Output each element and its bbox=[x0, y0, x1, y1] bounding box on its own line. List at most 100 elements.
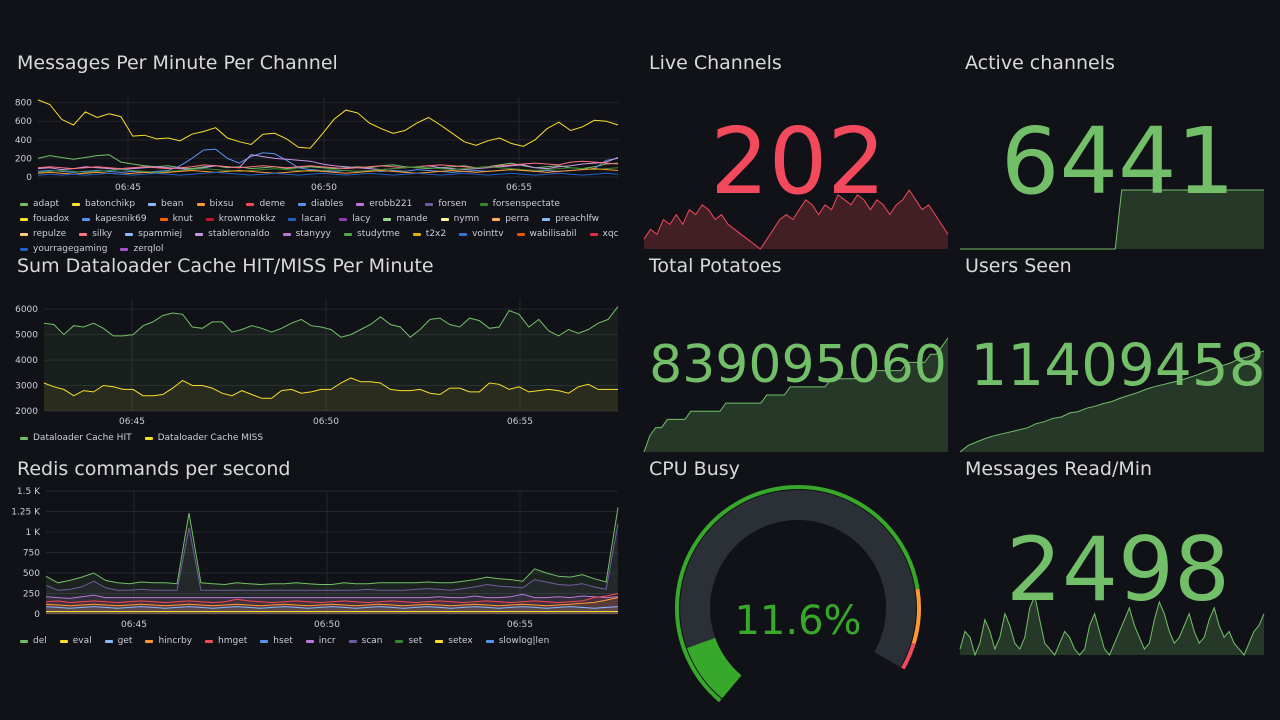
legend: adapt batonchikp bean bixsu deme diables erobb… bbox=[20, 199, 620, 254]
legend-item[interactable]: repulze bbox=[20, 229, 66, 239]
legend-item[interactable]: t2x2 bbox=[412, 229, 446, 239]
stat-value: 6441 bbox=[1000, 108, 1236, 215]
panel-messages-read: Messages Read/Min 2498 bbox=[956, 406, 1280, 657]
legend-item[interactable]: bean bbox=[148, 199, 184, 209]
legend-item[interactable]: scan bbox=[348, 636, 382, 646]
legend-swatch bbox=[104, 639, 113, 643]
panel-title[interactable]: Live Channels bbox=[649, 52, 782, 74]
gauge-threshold bbox=[901, 642, 916, 670]
series-line-hincrby bbox=[45, 597, 619, 607]
legend-label: wabilisabil bbox=[529, 229, 577, 239]
legend-item[interactable]: forsenspectate bbox=[479, 199, 560, 209]
legend-swatch bbox=[79, 232, 88, 236]
legend-item[interactable]: stanyyy bbox=[282, 229, 331, 239]
legend-item[interactable]: hset bbox=[260, 636, 293, 646]
legend-item[interactable]: Dataloader Cache MISS bbox=[144, 433, 264, 443]
legend-label: repulze bbox=[33, 229, 67, 239]
legend-item[interactable]: hincrby bbox=[145, 636, 192, 646]
panel-title[interactable]: Redis commands per second bbox=[17, 458, 291, 480]
legend-item[interactable]: Dataloader Cache HIT bbox=[20, 433, 132, 443]
panel-title[interactable]: Active channels bbox=[965, 52, 1115, 74]
redis-chart[interactable]: 0 250 500 750 1 K 1.25 K 1.5 K 06:45 06:50 06:55 bbox=[0, 406, 640, 656]
legend-item[interactable]: diables bbox=[298, 199, 343, 209]
legend-swatch bbox=[260, 639, 269, 643]
legend-item[interactable]: perra bbox=[492, 214, 529, 224]
y-tick-label: 1.5 K bbox=[17, 487, 41, 497]
panel-title[interactable]: Total Potatoes bbox=[649, 255, 782, 277]
legend-label: lacari bbox=[301, 214, 327, 224]
legend-swatch bbox=[159, 217, 168, 221]
legend-item[interactable]: del bbox=[20, 636, 47, 646]
sparkline-area bbox=[960, 190, 1264, 249]
legend-item[interactable]: lacy bbox=[339, 214, 370, 224]
legend-label: Dataloader Cache HIT bbox=[33, 433, 132, 443]
legend-item[interactable]: preachlfw bbox=[542, 214, 599, 224]
legend-item[interactable]: incr bbox=[305, 636, 336, 646]
legend-item[interactable]: stableronaldo bbox=[195, 229, 270, 239]
legend-item[interactable]: fouadox bbox=[20, 214, 69, 224]
legend-item[interactable]: knut bbox=[159, 214, 193, 224]
legend-label: slowlog|len bbox=[498, 636, 550, 646]
legend-label: forsen bbox=[438, 199, 467, 209]
legend-item[interactable]: deme bbox=[246, 199, 285, 209]
legend-label: yourragegaming bbox=[33, 244, 108, 254]
legend-item[interactable]: nymn bbox=[440, 214, 479, 224]
legend-item[interactable]: adapt bbox=[20, 199, 59, 209]
legend-item[interactable]: zerqlol bbox=[120, 244, 164, 254]
panel-title[interactable]: Messages Read/Min bbox=[965, 458, 1153, 480]
legend-swatch bbox=[425, 202, 434, 206]
legend-label: batonchikp bbox=[85, 199, 136, 209]
legend-swatch bbox=[144, 436, 153, 440]
legend-label: Dataloader Cache MISS bbox=[157, 433, 264, 443]
legend-label: del bbox=[33, 636, 47, 646]
panel-title[interactable]: Sum Dataloader Cache HIT/MISS Per Minute bbox=[17, 255, 434, 277]
y-tick-label: 5000 bbox=[15, 331, 38, 341]
legend-swatch bbox=[440, 217, 449, 221]
legend-swatch bbox=[120, 247, 129, 251]
panel-title[interactable]: CPU Busy bbox=[649, 458, 740, 480]
legend-item[interactable]: eval bbox=[59, 636, 92, 646]
legend-item[interactable]: spammiej bbox=[125, 229, 182, 239]
legend-item[interactable]: studytme bbox=[344, 229, 400, 239]
legend-item[interactable]: hmget bbox=[205, 636, 247, 646]
legend-item[interactable]: bixsu bbox=[196, 199, 234, 209]
legend-item[interactable]: get bbox=[104, 636, 132, 646]
legend: del eval get hincrby hmget hset incr scan set set… bbox=[20, 636, 620, 646]
legend-item[interactable]: forsen bbox=[425, 199, 467, 209]
legend-swatch bbox=[82, 217, 91, 221]
gauge-threshold bbox=[675, 485, 920, 703]
legend-item[interactable]: silky bbox=[79, 229, 112, 239]
dataloader-chart[interactable]: 2000 3000 4000 5000 6000 06:45 06:50 06:55 bbox=[0, 203, 640, 453]
legend-item[interactable]: yourragegaming bbox=[20, 244, 107, 254]
y-tick-label: 250 bbox=[23, 590, 40, 600]
legend-item[interactable]: batonchikp bbox=[72, 199, 135, 209]
sparkline bbox=[959, 594, 1265, 657]
legend-label: bixsu bbox=[209, 199, 234, 209]
cpu-gauge bbox=[675, 485, 921, 703]
panel-title[interactable]: Messages Per Minute Per Channel bbox=[17, 52, 338, 74]
series-line-del bbox=[45, 507, 619, 586]
legend-item[interactable]: slowlog|len bbox=[485, 636, 550, 646]
x-tick-label: 06:45 bbox=[115, 183, 141, 193]
legend-swatch bbox=[20, 247, 28, 251]
sparkline-line bbox=[960, 189, 1264, 250]
legend-item[interactable]: vointtv bbox=[459, 229, 504, 239]
series-area bbox=[46, 611, 618, 614]
x-tick-label: 06:55 bbox=[506, 183, 532, 193]
legend-item[interactable]: kapesnik69 bbox=[82, 214, 147, 224]
sparkline-area bbox=[960, 596, 1264, 655]
legend-item[interactable]: xqc bbox=[589, 229, 619, 239]
series-line-batonchikp bbox=[37, 99, 619, 149]
legend-item[interactable]: set bbox=[395, 636, 422, 646]
legend-swatch bbox=[516, 232, 525, 236]
legend-item[interactable]: erobb221 bbox=[356, 199, 412, 209]
legend-item[interactable]: setex bbox=[435, 636, 473, 646]
legend-item[interactable]: krownmokkz bbox=[205, 214, 275, 224]
legend-item[interactable]: mande bbox=[383, 214, 428, 224]
legend-item[interactable]: wabilisabil bbox=[516, 229, 577, 239]
panel-title[interactable]: Users Seen bbox=[965, 255, 1072, 277]
legend-swatch bbox=[395, 639, 404, 643]
messages-chart[interactable]: 0 200 400 600 800 06:45 06:50 06:55 bbox=[0, 0, 640, 250]
legend-swatch bbox=[344, 232, 352, 236]
legend-item[interactable]: lacari bbox=[288, 214, 326, 224]
